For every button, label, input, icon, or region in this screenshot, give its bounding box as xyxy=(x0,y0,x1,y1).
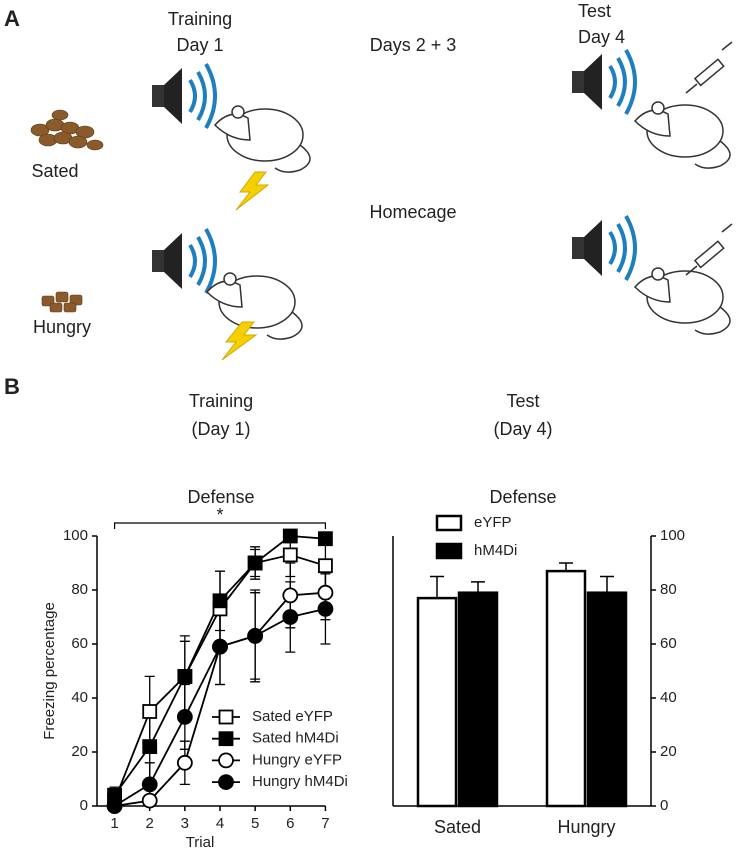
stage-label: Day 1 xyxy=(176,35,223,55)
y-tick-label: 80 xyxy=(71,581,88,598)
stage-label: Homecage xyxy=(369,202,456,222)
x-tick-label: 2 xyxy=(146,815,154,832)
error-bar xyxy=(430,575,444,599)
bar xyxy=(545,569,587,808)
x-tick-label: 3 xyxy=(181,815,189,832)
marker xyxy=(141,792,158,809)
rat-icon xyxy=(634,267,731,335)
y-tick-label: 80 xyxy=(660,581,677,598)
x-tick-label: 6 xyxy=(286,815,294,832)
legend-label: eYFP xyxy=(474,514,512,531)
stage-label: Days 2 + 3 xyxy=(370,35,457,55)
chart-title: Test xyxy=(506,391,539,411)
y-tick-label: 60 xyxy=(660,635,677,652)
significance-bracket xyxy=(113,522,327,529)
marker xyxy=(282,587,299,604)
legend-marker xyxy=(218,752,234,769)
marker xyxy=(318,531,333,547)
stage-label: Test xyxy=(578,1,611,21)
marker xyxy=(176,754,193,771)
legend-label: Sated hM4Di xyxy=(252,730,339,747)
marker xyxy=(247,555,263,571)
x-tick-label: 5 xyxy=(251,815,259,832)
speaker-icon xyxy=(570,214,637,282)
speaker-icon xyxy=(150,227,217,295)
speaker-icon xyxy=(570,48,637,116)
stage-label: Day 4 xyxy=(578,27,625,47)
food-pile xyxy=(41,291,83,313)
food-pile xyxy=(30,109,104,151)
legend-marker xyxy=(218,709,234,725)
marker xyxy=(318,558,333,574)
syringe-icon xyxy=(685,223,733,276)
bar xyxy=(416,596,458,808)
marker xyxy=(142,704,158,719)
x-tick-label: 4 xyxy=(216,815,224,832)
y-tick-label: 40 xyxy=(660,689,677,706)
y-axis-label: Freezing percentage xyxy=(41,602,58,740)
y-tick-label: 40 xyxy=(71,689,88,706)
marker xyxy=(282,609,299,625)
speaker-icon xyxy=(152,63,217,129)
marker xyxy=(212,638,228,655)
error-bar xyxy=(471,581,485,593)
legend-label: hM4Di xyxy=(474,542,517,559)
marker xyxy=(177,669,193,684)
rat-icon xyxy=(634,101,731,169)
marker xyxy=(142,739,158,754)
group-label: Sated xyxy=(31,161,78,181)
legend-swatch xyxy=(435,514,463,532)
marker xyxy=(317,601,334,617)
chart-heading: Defense xyxy=(187,487,254,507)
marker xyxy=(282,528,298,544)
legend-marker xyxy=(218,774,234,790)
chart-heading: Defense xyxy=(489,487,556,507)
marker xyxy=(247,628,264,644)
chart-subtitle: (Day 4) xyxy=(493,419,552,439)
legend-label: Sated eYFP xyxy=(252,708,333,725)
marker xyxy=(282,547,298,563)
x-axis-label: Trial xyxy=(186,834,215,851)
chart-title: Training xyxy=(189,391,253,411)
marker xyxy=(106,798,123,814)
significance-label: * xyxy=(216,505,223,525)
y-tick-label: 0 xyxy=(660,797,668,814)
rat-icon xyxy=(206,272,303,340)
marker xyxy=(176,709,193,725)
shock-icon xyxy=(235,171,270,211)
panel-label: B xyxy=(4,374,20,399)
legend-marker xyxy=(218,731,234,747)
panel-label: A xyxy=(4,6,20,31)
x-tick-label: 7 xyxy=(321,815,329,832)
marker xyxy=(317,584,334,601)
group-label: Hungry xyxy=(33,317,91,337)
legend-swatch xyxy=(435,542,463,560)
y-tick-label: 20 xyxy=(71,743,88,760)
error-bar xyxy=(600,575,614,593)
y-tick-label: 20 xyxy=(660,743,677,760)
marker xyxy=(141,776,158,793)
y-tick-label: 60 xyxy=(71,635,88,652)
marker xyxy=(212,593,228,609)
x-tick-label: Hungry xyxy=(557,817,615,837)
shock-icon xyxy=(221,321,258,361)
bar xyxy=(586,591,628,808)
bar xyxy=(457,591,499,808)
y-tick-label: 100 xyxy=(63,527,88,544)
rat-icon xyxy=(213,105,311,173)
syringe-icon xyxy=(685,41,733,94)
chart-subtitle: (Day 1) xyxy=(191,419,250,439)
legend-label: Hungry eYFP xyxy=(252,751,342,768)
y-tick-label: 0 xyxy=(80,797,88,814)
legend-label: Hungry hM4Di xyxy=(252,773,348,790)
stage-label: Training xyxy=(168,9,232,29)
error-bar xyxy=(559,562,573,572)
x-tick-label: 1 xyxy=(110,815,118,832)
y-tick-label: 100 xyxy=(660,527,685,544)
x-tick-label: Sated xyxy=(434,817,481,837)
